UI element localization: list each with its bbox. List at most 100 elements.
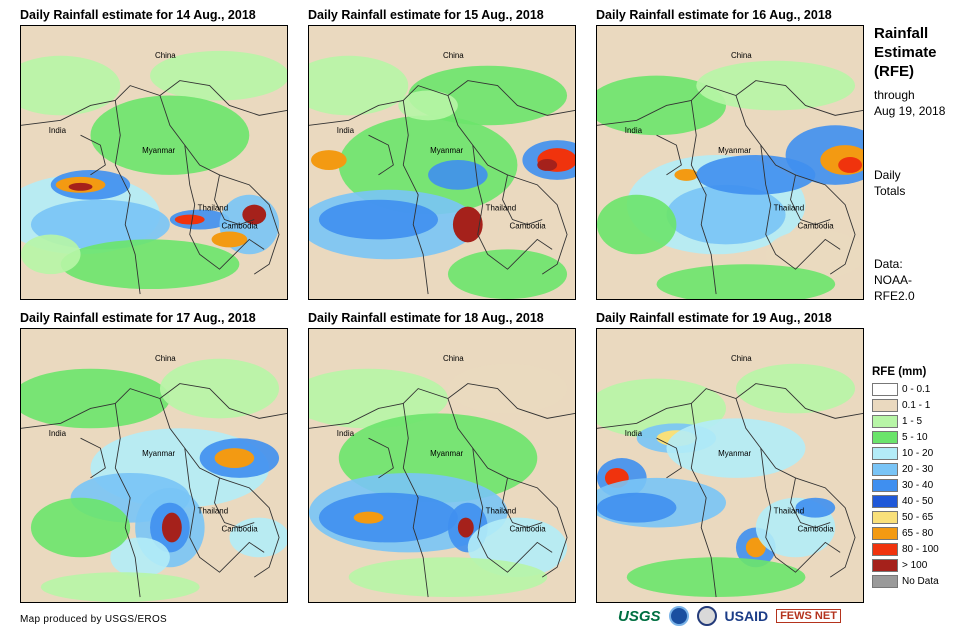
country-border (597, 383, 863, 429)
country-label-myanmar: Myanmar (142, 449, 175, 458)
country-label-myanmar: Myanmar (718, 146, 751, 155)
rainfall-cell (735, 363, 856, 414)
legend-row: 65 - 80 (872, 525, 939, 541)
country-label-china: China (443, 354, 464, 363)
legend-swatch (872, 526, 898, 540)
rainfall-cell (537, 159, 558, 171)
legend-title: RFE (mm) (872, 366, 927, 378)
country-label-cambodia: Cambodia (221, 525, 258, 534)
legend-label: 40 - 50 (902, 495, 934, 507)
rainfall-cell (60, 239, 240, 290)
data-line2: NOAA- (874, 273, 913, 287)
country-border (447, 95, 568, 275)
rainfall-cell (428, 160, 488, 190)
rainfall-cell (309, 368, 448, 429)
totals-line1: Daily (874, 168, 901, 182)
panel-title-17-aug: Daily Rainfall estimate for 17 Aug., 201… (20, 311, 256, 325)
country-label-china: China (731, 51, 752, 60)
legend-swatch (872, 574, 898, 588)
country-label-china: China (443, 51, 464, 60)
legend-swatch (872, 478, 898, 492)
country-border (690, 100, 717, 295)
panel-title-18-aug: Daily Rainfall estimate for 18 Aug., 201… (308, 311, 544, 325)
rainfall-cell (457, 517, 474, 538)
legend-label: 65 - 80 (902, 527, 934, 539)
rainfall-cell (30, 199, 170, 250)
legend-swatch (872, 398, 898, 412)
map-panel-16-aug: China India Myanmar Thailand Cambodia (596, 25, 864, 300)
country-label-india: India (625, 126, 643, 135)
rainfall-cell (318, 199, 439, 240)
country-border (760, 448, 841, 573)
data-line1: Data: (874, 257, 903, 271)
legend-swatch (872, 446, 898, 460)
panel-title-15-aug: Daily Rainfall estimate for 15 Aug., 201… (308, 8, 544, 22)
rainfall-cell (696, 60, 856, 111)
country-border (447, 398, 568, 578)
country-border (309, 383, 575, 429)
country-border (790, 477, 831, 529)
country-border (159, 95, 280, 275)
rainfall-cell (310, 150, 347, 170)
country-border (790, 174, 831, 226)
rainfall-cell (30, 497, 131, 558)
panel-title-19-aug: Daily Rainfall estimate for 19 Aug., 201… (596, 311, 832, 325)
legend-row: 40 - 50 (872, 493, 939, 509)
rainfall-cell (68, 182, 93, 191)
country-label-cambodia: Cambodia (797, 525, 834, 534)
country-label-china: China (155, 51, 176, 60)
rainfall-map-svg: China India Myanmar Thailand Cambodia (21, 26, 287, 299)
legend-swatch (872, 430, 898, 444)
through-label: through (874, 88, 915, 102)
noaa-logo-icon (668, 606, 689, 626)
country-border (114, 100, 141, 295)
rainfall-map-svg: China India Myanmar Thailand Cambodia (597, 26, 863, 299)
rainfall-cell (838, 157, 863, 173)
data-source-text: Data: NOAA- RFE2.0 (874, 256, 915, 304)
legend-label: > 100 (902, 559, 928, 571)
usgs-logo: USGS (618, 607, 661, 625)
legend-label: 10 - 20 (902, 447, 934, 459)
rainfall-cell (348, 557, 548, 598)
country-border (597, 80, 863, 126)
country-border (214, 477, 255, 529)
rainfall-cell (242, 204, 267, 225)
panel-title-16-aug: Daily Rainfall estimate for 16 Aug., 201… (596, 8, 832, 22)
legend-row: 0 - 0.1 (872, 381, 939, 397)
legend-rows: 0 - 0.1 0.1 - 1 1 - 5 5 - 10 10 - 20 20 - 30 3… (872, 381, 939, 589)
rainfall-cell (795, 497, 836, 518)
rainfall-cell (765, 229, 863, 280)
rainfall-cell (447, 249, 568, 299)
panel-title-14-aug: Daily Rainfall estimate for 14 Aug., 201… (20, 8, 256, 22)
rainfall-cell (174, 214, 205, 225)
legend-swatch (872, 462, 898, 476)
country-border (184, 145, 265, 270)
totals-text: Daily Totals (874, 167, 905, 199)
country-border (114, 403, 141, 598)
logo-strip: USGS USAID FEWS NET (618, 606, 841, 626)
rainfall-cell (597, 492, 677, 523)
rfe-title: Rainfall Estimate (RFE) (874, 24, 937, 81)
rainfall-cell (666, 418, 806, 478)
map-panel-17-aug: China India Myanmar Thailand Cambodia (20, 328, 288, 603)
country-label-thailand: Thailand (486, 507, 516, 516)
rainfall-cell (674, 168, 699, 181)
legend-row: 1 - 5 (872, 413, 939, 429)
country-border (184, 448, 265, 573)
legend-swatch (872, 414, 898, 428)
rfe-title-line1: Rainfall (874, 25, 929, 42)
data-line3: RFE2.0 (874, 289, 915, 303)
rainfall-cell (696, 155, 816, 195)
legend-row: 5 - 10 (872, 429, 939, 445)
country-label-myanmar: Myanmar (430, 449, 463, 458)
rainfall-cell (90, 95, 250, 175)
rainfall-cell (353, 511, 384, 524)
country-label-cambodia: Cambodia (509, 525, 546, 534)
map-panel-18-aug: China India Myanmar Thailand Cambodia (308, 328, 576, 603)
legend-row: 80 - 100 (872, 541, 939, 557)
country-label-india: India (625, 429, 643, 438)
through-date: Aug 19, 2018 (874, 104, 946, 118)
rainfall-cell (626, 557, 806, 598)
country-border (214, 174, 255, 226)
legend-swatch (872, 494, 898, 508)
